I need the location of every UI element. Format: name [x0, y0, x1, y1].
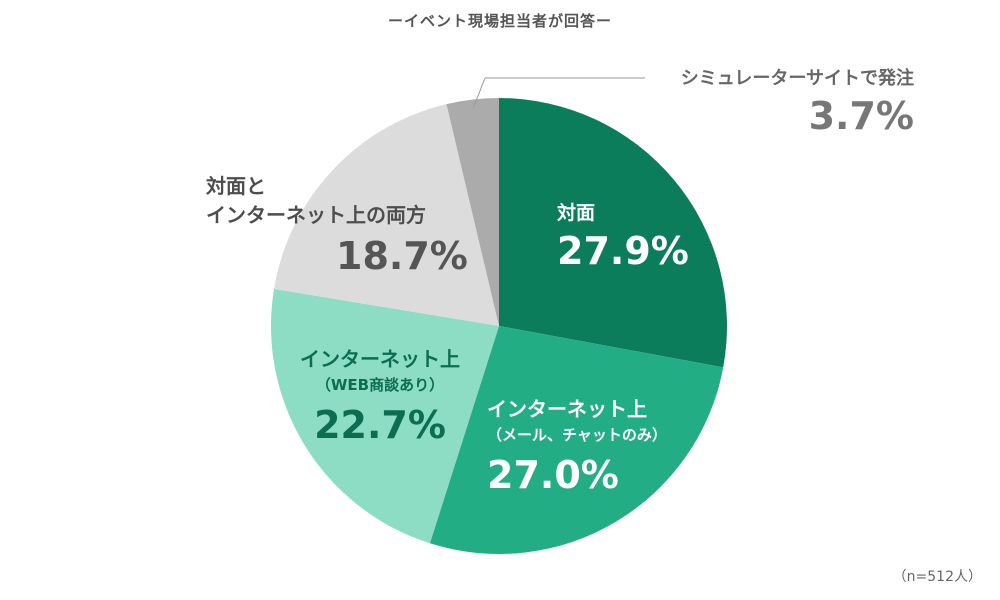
- slice-value-internet-mail: 27.0%: [487, 453, 619, 497]
- slice-value-both: 18.7%: [336, 234, 468, 278]
- slice-sublabel-internet-web: （WEB商談あり）: [315, 376, 445, 394]
- slice-label-internet-web: インターネット上: [300, 347, 460, 371]
- sample-size-note: （n=512人）: [892, 569, 982, 585]
- leader-line-simulator: [473, 77, 645, 108]
- slice-value-simulator: 3.7%: [808, 94, 914, 138]
- pie-slice-both: [274, 104, 499, 326]
- pie-slice-internet-web: [271, 288, 499, 544]
- slice-value-face-to-face: 27.9%: [557, 229, 689, 273]
- slice-sublabel-both: インターネット上の両方: [206, 203, 426, 227]
- slice-label-internet-mail: インターネット上: [487, 397, 647, 421]
- slice-value-internet-web: 22.7%: [314, 403, 446, 447]
- slice-label-both: 対面と: [206, 174, 266, 198]
- slice-label-face-to-face: 対面: [557, 202, 596, 224]
- pie-slice-internet-mail: [429, 326, 724, 555]
- pie-slice-simulator: [446, 98, 499, 326]
- slice-sublabel-internet-mail: （メール、チャットのみ）: [487, 426, 667, 444]
- chart-title: ーイベント現場担当者が回答ー: [387, 12, 612, 30]
- pie-slice-face-to-face: [499, 98, 728, 368]
- slice-label-simulator: シミュレーターサイトで発注: [680, 68, 914, 89]
